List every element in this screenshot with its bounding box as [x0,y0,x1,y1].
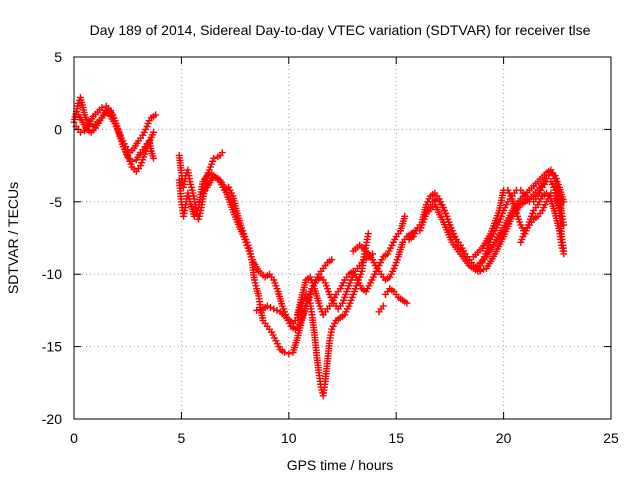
plot-frame [73,56,612,420]
y-tick-label: 0 [54,121,62,137]
data-point [149,128,157,136]
data-point [401,212,409,220]
data-point [152,111,160,119]
data-points [70,94,568,400]
data-point [560,250,568,258]
y-tick-label: -5 [50,194,63,210]
chart-title: Day 189 of 2014, Sidereal Day-to-day VTE… [90,22,591,38]
data-point [328,256,336,264]
data-point [281,348,289,356]
x-tick-label: 10 [281,430,297,446]
x-tick-label: 5 [178,430,186,446]
series-track-13 [422,169,568,275]
y-axis-label: SDTVAR / TECUs [5,182,21,294]
data-point [403,299,411,307]
data-point [210,154,218,162]
data-point [149,154,157,162]
series-track-11 [375,302,387,316]
data-point [364,230,372,238]
data-point [558,212,566,220]
data-point [128,157,136,165]
data-point [379,302,387,310]
series-track-8 [293,212,409,319]
data-point [267,304,275,312]
y-tick-label: 5 [54,49,62,65]
data-point [263,302,271,310]
data-point [218,149,226,157]
x-tick-label: 20 [496,430,512,446]
x-tick-label: 25 [603,430,619,446]
series-track-10 [381,285,411,307]
y-tick-label: -15 [42,339,62,355]
series-track-3 [74,105,160,157]
x-tick-label: 0 [70,430,78,446]
data-point [98,104,106,112]
data-point [560,221,568,229]
data-point [285,350,293,358]
series-track-16 [517,189,566,246]
data-point [270,305,278,313]
x-tick-label: 15 [388,430,404,446]
series-track-4 [175,149,226,223]
data-point [76,128,84,136]
y-tick-label: -20 [42,411,62,427]
data-point [256,306,264,314]
axis-ticks: 0 5 10 15 20 25 5 0 -5 -10 -15 -20 [42,49,619,446]
data-point [273,306,281,314]
data-point [253,306,261,314]
x-axis-label: GPS time / hours [287,457,394,473]
plot-background [74,57,611,419]
y-tick-label: -10 [42,266,62,282]
